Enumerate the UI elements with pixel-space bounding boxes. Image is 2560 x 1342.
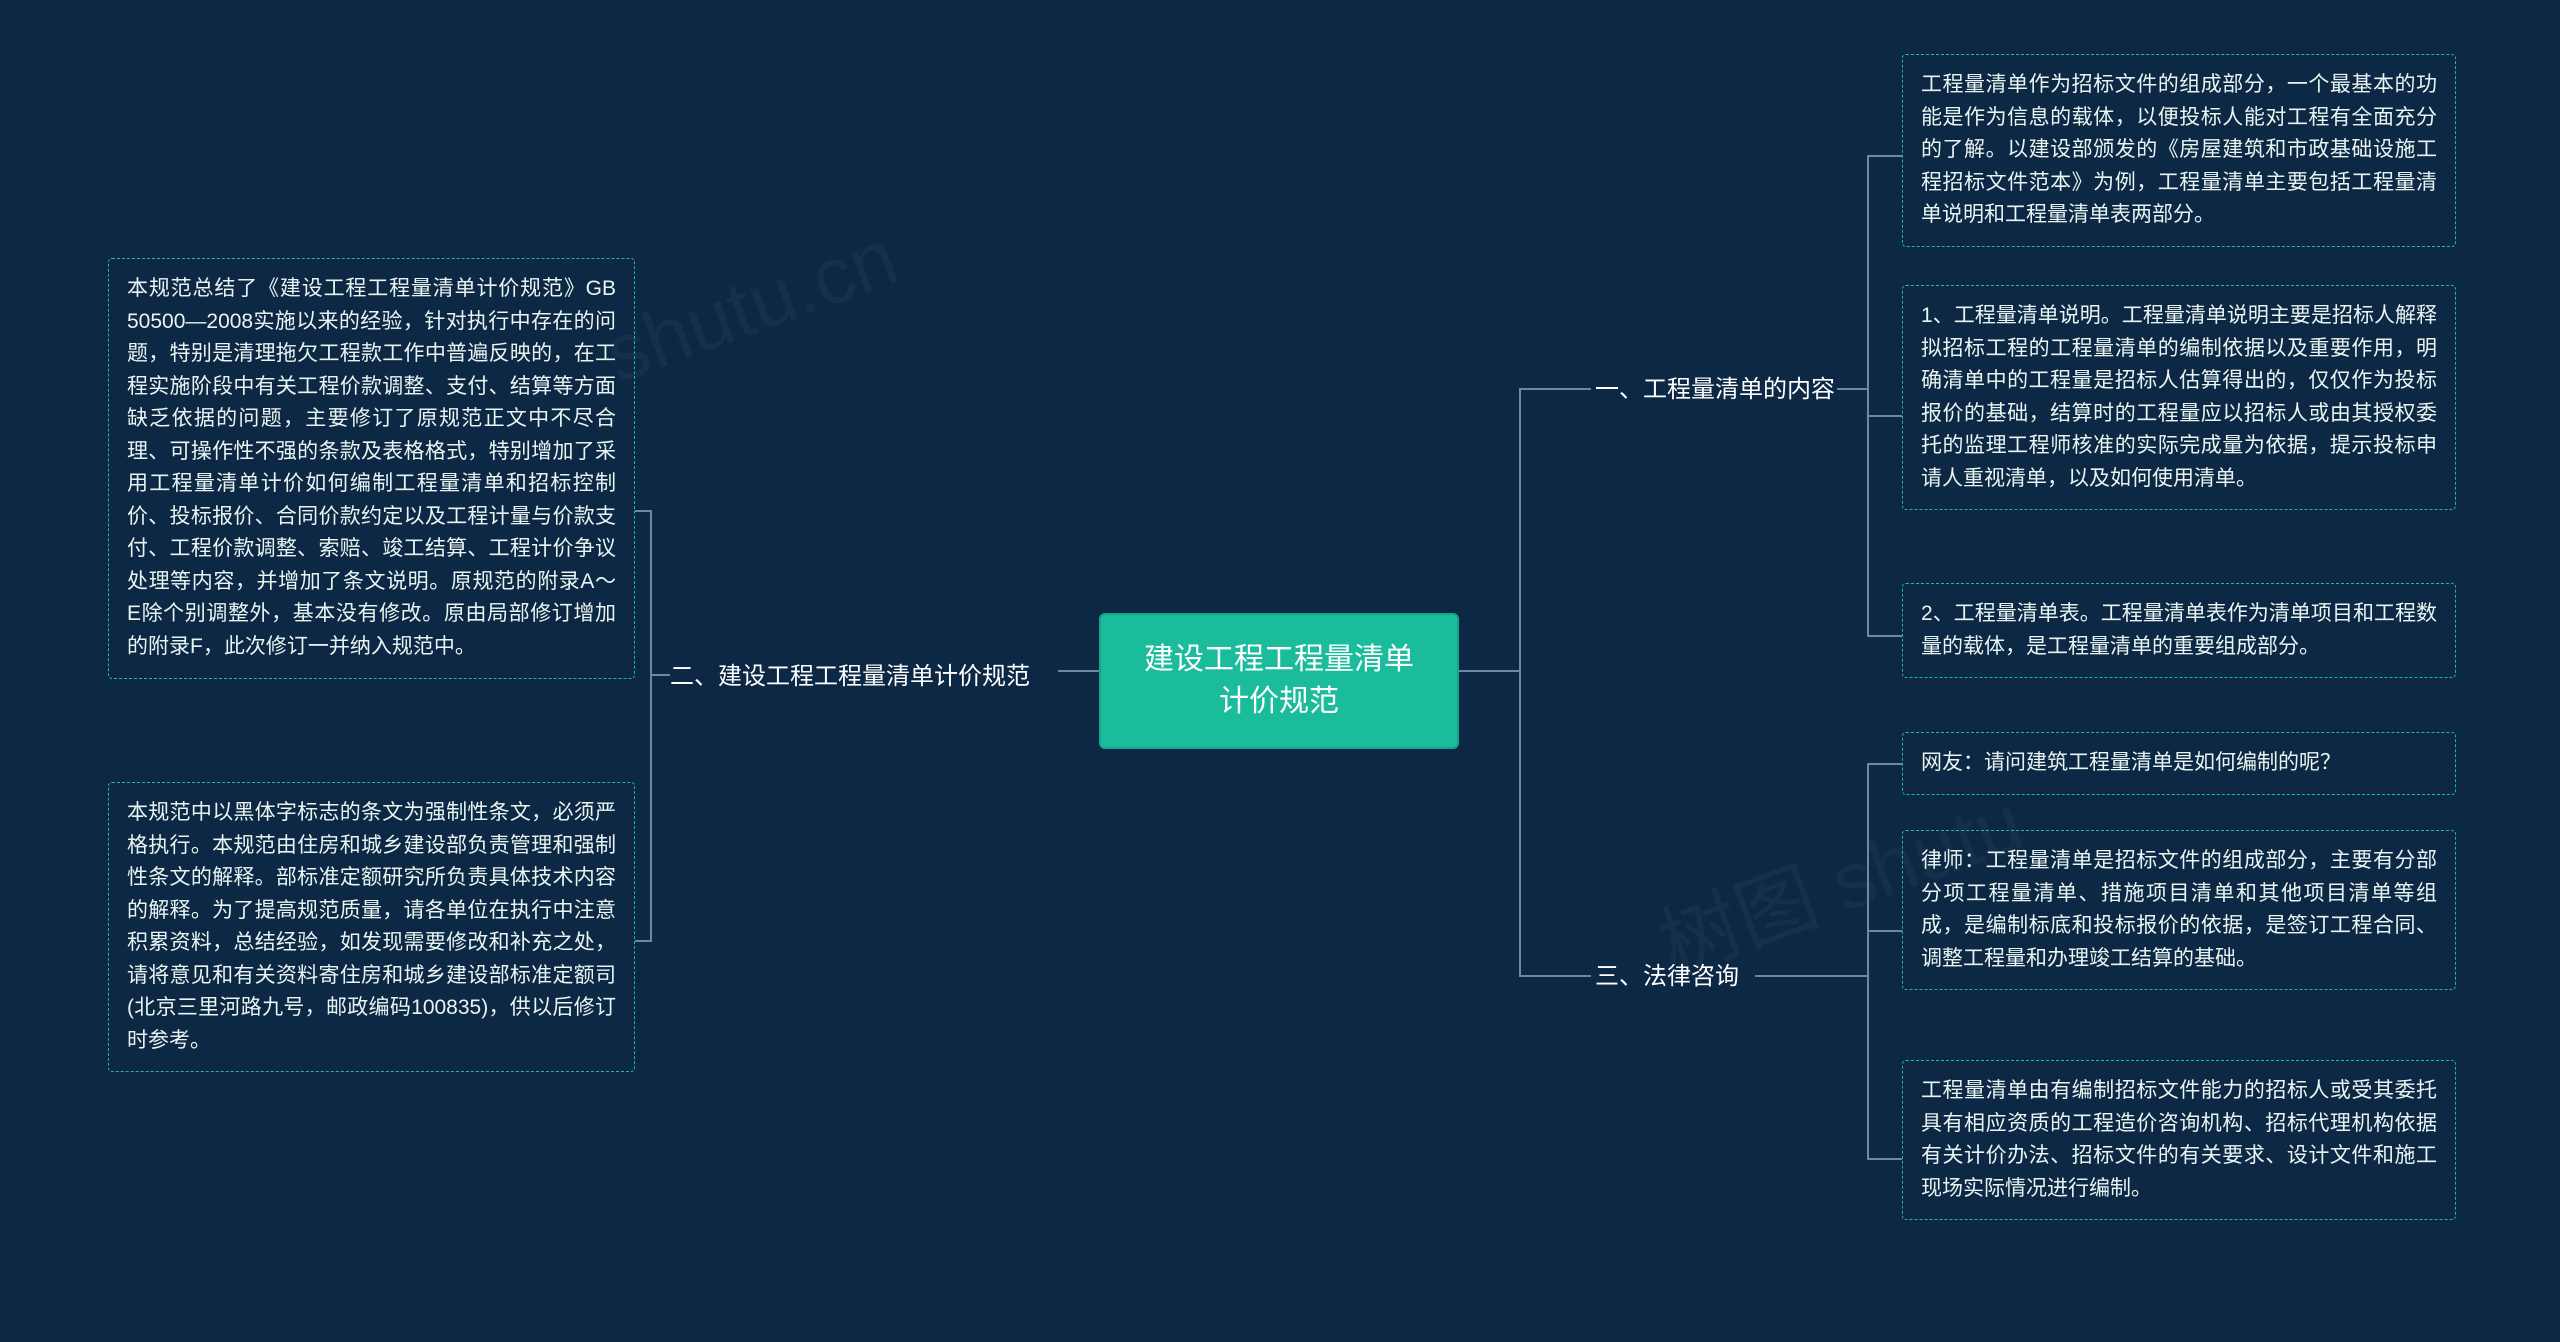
conn-b1-l2 [1867, 415, 1902, 417]
leaf-b3-2: 律师：工程量清单是招标文件的组成部分，主要有分部分项工程量清单、措施项目清单和其… [1902, 830, 2456, 990]
watermark-1: shutu.cn [593, 211, 909, 401]
conn-b1-stub [1837, 388, 1867, 390]
leaf-b2-1-text: 本规范总结了《建设工程工程量清单计价规范》GB 50500—2008实施以来的经… [127, 277, 616, 658]
branch-2: 二、建设工程工程量清单计价规范 [670, 660, 1030, 694]
conn-right-spine [1519, 388, 1521, 975]
leaf-b1-1-text: 工程量清单作为招标文件的组成部分，一个最基本的功能是作为信息的载体，以便投标人能… [1921, 73, 2437, 226]
leaf-b2-1: 本规范总结了《建设工程工程量清单计价规范》GB 50500—2008实施以来的经… [108, 258, 635, 679]
branch-1-label: 一、工程量清单的内容 [1595, 376, 1835, 403]
conn-b3-l3 [1867, 1158, 1902, 1160]
conn-b2-l1 [635, 510, 652, 512]
conn-b3-v [1867, 763, 1869, 1158]
branch-2-label: 二、建设工程工程量清单计价规范 [670, 663, 1030, 690]
conn-b2-stub [652, 674, 670, 676]
leaf-b2-2: 本规范中以黑体字标志的条文为强制性条文，必须严格执行。本规范由住房和城乡建设部负… [108, 782, 635, 1072]
leaf-b3-3: 工程量清单由有编制招标文件能力的招标人或受其委托具有相应资质的工程造价咨询机构、… [1902, 1060, 2456, 1220]
conn-b2-l2 [635, 940, 652, 942]
leaf-b3-1-text: 网友：请问建筑工程量清单是如何编制的呢？ [1921, 751, 2341, 774]
conn-b1-l1 [1867, 155, 1902, 157]
conn-b2-v [650, 510, 652, 940]
leaf-b3-1: 网友：请问建筑工程量清单是如何编制的呢？ [1902, 732, 2456, 795]
branch-1: 一、工程量清单的内容 [1595, 373, 1835, 407]
leaf-b3-2-text: 律师：工程量清单是招标文件的组成部分，主要有分部分项工程量清单、措施项目清单和其… [1921, 849, 2437, 970]
root-text: 建设工程工程量清单计价规范 [1144, 643, 1414, 718]
conn-r-b3 [1519, 975, 1591, 977]
conn-b3-l1 [1867, 763, 1902, 765]
conn-b3-l2 [1867, 930, 1902, 932]
leaf-b2-2-text: 本规范中以黑体字标志的条文为强制性条文，必须严格执行。本规范由住房和城乡建设部负… [127, 801, 616, 1052]
leaf-b3-3-text: 工程量清单由有编制招标文件能力的招标人或受其委托具有相应资质的工程造价咨询机构、… [1921, 1079, 2437, 1200]
conn-root-right [1459, 670, 1519, 672]
branch-3: 三、法律咨询 [1595, 960, 1739, 994]
root-node: 建设工程工程量清单计价规范 [1099, 613, 1459, 749]
branch-3-label: 三、法律咨询 [1595, 963, 1739, 990]
leaf-b1-3-text: 2、工程量清单表。工程量清单表作为清单项目和工程数量的载体，是工程量清单的重要组… [1921, 602, 2437, 658]
leaf-b1-1: 工程量清单作为招标文件的组成部分，一个最基本的功能是作为信息的载体，以便投标人能… [1902, 54, 2456, 247]
leaf-b1-2-text: 1、工程量清单说明。工程量清单说明主要是招标人解释拟招标工程的工程量清单的编制依… [1921, 304, 2437, 490]
conn-root-left [1058, 670, 1099, 672]
conn-b1-v [1867, 155, 1869, 635]
conn-b1-l3 [1867, 635, 1902, 637]
conn-b3-stub [1755, 975, 1867, 977]
conn-r-b1 [1519, 388, 1591, 390]
leaf-b1-3: 2、工程量清单表。工程量清单表作为清单项目和工程数量的载体，是工程量清单的重要组… [1902, 583, 2456, 678]
leaf-b1-2: 1、工程量清单说明。工程量清单说明主要是招标人解释拟招标工程的工程量清单的编制依… [1902, 285, 2456, 510]
